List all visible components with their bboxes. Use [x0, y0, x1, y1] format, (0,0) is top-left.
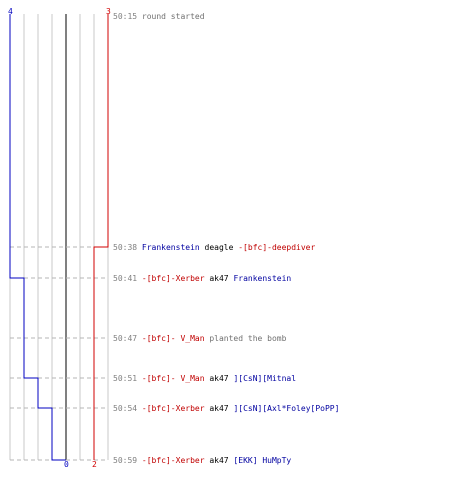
event-part: ak47 [205, 404, 229, 413]
event-part: ak47 [205, 456, 229, 465]
event-part: Frankenstein [142, 243, 200, 252]
event-part: deagle [200, 243, 234, 252]
event-part: planted the bomb [205, 334, 287, 343]
event-log: 50:15 round started 50:38 Frankenstein de… [113, 12, 339, 465]
event-time: 50:41 [113, 274, 142, 283]
event-guide-lines [10, 246, 108, 461]
event-part: -[bfc]-deepdiver [233, 243, 315, 252]
blue-start-label: 4 [8, 7, 13, 16]
event-row: 50:59 -[bfc]-Xerber ak47 [EKK] HuMpTy [113, 456, 291, 465]
event-row: 50:47 -[bfc]- V_Man planted the bomb [113, 334, 287, 343]
event-row: 50:38 Frankenstein deagle -[bfc]-deepdiv… [113, 243, 315, 252]
event-part: round started [142, 12, 205, 21]
event-time: 50:15 [113, 12, 142, 21]
event-part: ak47 [205, 374, 229, 383]
blue-team-line [9, 14, 66, 461]
event-time: 50:47 [113, 334, 142, 343]
event-part: -[bfc]-Xerber [142, 404, 205, 413]
red-team-line [93, 14, 109, 460]
team-count-labels: 4 3 0 2 [8, 7, 111, 469]
event-part: Frankenstein [229, 274, 292, 283]
event-time: 50:51 [113, 374, 142, 383]
red-start-label: 3 [106, 7, 111, 16]
event-row: 50:51 -[bfc]- V_Man ak47 ][CsN][Mitnal [113, 374, 296, 383]
event-part: -[bfc]-Xerber [142, 456, 205, 465]
event-row: 50:54 -[bfc]-Xerber ak47 ][CsN][Axl*Fole… [113, 404, 339, 413]
red-end-label: 2 [92, 460, 97, 469]
event-part: ][CsN][Mitnal [229, 374, 297, 383]
grid-lines [9, 14, 109, 460]
blue-end-label: 0 [64, 460, 69, 469]
event-time: 50:54 [113, 404, 142, 413]
event-part: [EKK] HuMpTy [229, 456, 292, 465]
event-row: 50:15 round started [113, 12, 205, 21]
event-part: -[bfc]- V_Man [142, 334, 205, 343]
event-part: ak47 [205, 274, 229, 283]
team-series [9, 14, 109, 461]
event-time: 50:59 [113, 456, 142, 465]
event-part: -[bfc]-Xerber [142, 274, 205, 283]
event-time: 50:38 [113, 243, 142, 252]
event-part: -[bfc]- V_Man [142, 374, 205, 383]
event-row: 50:41 -[bfc]-Xerber ak47 Frankenstein [113, 274, 291, 283]
event-part: ][CsN][Axl*Foley[PoPP] [229, 404, 340, 413]
